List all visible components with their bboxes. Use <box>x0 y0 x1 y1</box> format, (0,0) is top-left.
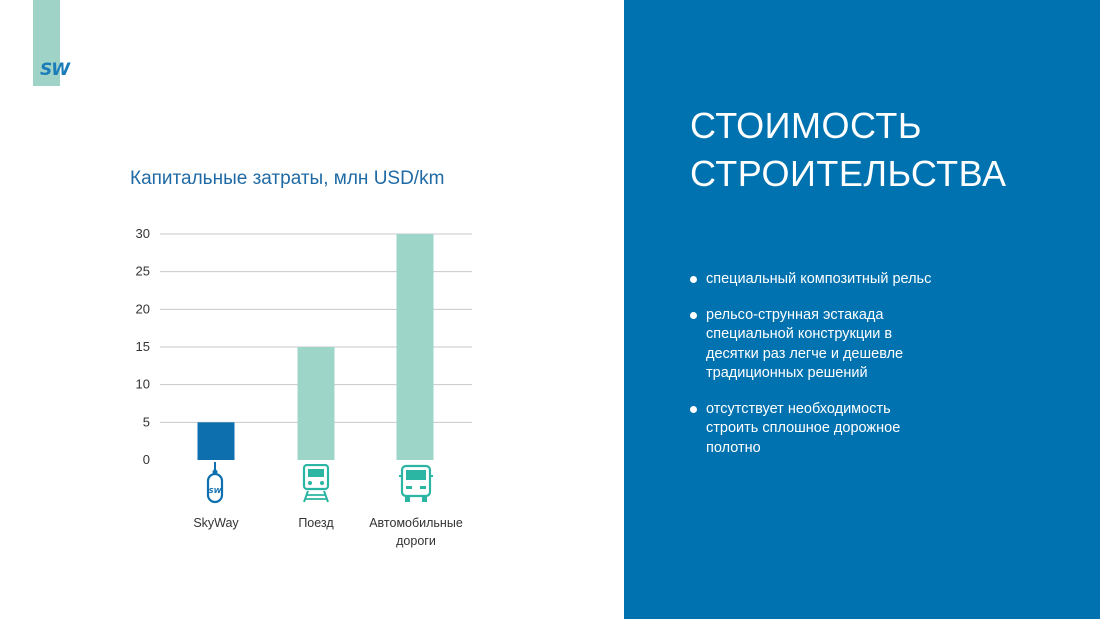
y-tick-label: 10 <box>136 377 150 392</box>
train-icon <box>302 464 330 503</box>
bullet-text: специальный композитный рельс <box>706 271 932 287</box>
logo: SW <box>40 60 70 80</box>
category-label-road-line1: Автомобильные <box>369 516 463 530</box>
panel-title-line2: СТРОИТЕЛЬСТВА <box>690 153 1007 194</box>
bar-1 <box>197 422 235 460</box>
y-tick-label: 15 <box>136 339 150 354</box>
bullet-list: специальный композитный рельс рельсо-стр… <box>688 270 1078 474</box>
svg-text:SW: SW <box>209 487 222 495</box>
chart-title: Капитальные затраты, млн USD/km <box>130 168 445 189</box>
right-panel: СТОИМОСТЬ СТРОИТЕЛЬСТВА специальный комп… <box>624 0 1100 619</box>
bullet-item: отсутствует необходимость строить сплошн… <box>688 400 931 459</box>
bullet-item: специальный композитный рельс <box>688 270 1078 290</box>
category-label-road-line2: дороги <box>396 534 436 548</box>
bullet-text: рельсо-струнная эстакада специальной кон… <box>706 306 904 382</box>
y-tick-label: 25 <box>136 264 150 279</box>
logo-strip <box>33 0 60 86</box>
bullet-dot <box>690 276 697 283</box>
bullet-dot <box>690 405 697 413</box>
bullet-item: рельсо-струнная эстакада специальной кон… <box>688 306 921 384</box>
y-tick-label: 5 <box>143 414 150 429</box>
panel-title-line1: СТОИМОСТЬ <box>690 105 922 146</box>
y-tick-label: 30 <box>136 226 150 241</box>
category-label-road: Автомобильные дороги <box>356 514 476 550</box>
bullet-text: отсутствует необходимость строить сплошн… <box>706 400 901 456</box>
bullet-dot <box>690 311 697 319</box>
truck-icon <box>399 464 433 502</box>
category-label-skyway: SkyWay <box>193 516 239 530</box>
bar-2 <box>297 347 335 460</box>
bar-3 <box>396 234 434 460</box>
panel-title: СТОИМОСТЬ СТРОИТЕЛЬСТВА <box>690 102 1090 198</box>
y-tick-label: 20 <box>136 301 150 316</box>
bar-chart: 0 5 10 15 20 25 30 <box>136 226 472 467</box>
y-tick-label: 0 <box>143 452 150 467</box>
skyway-unibus-icon: SW <box>206 462 224 504</box>
category-label-train: Поезд <box>298 516 334 530</box>
